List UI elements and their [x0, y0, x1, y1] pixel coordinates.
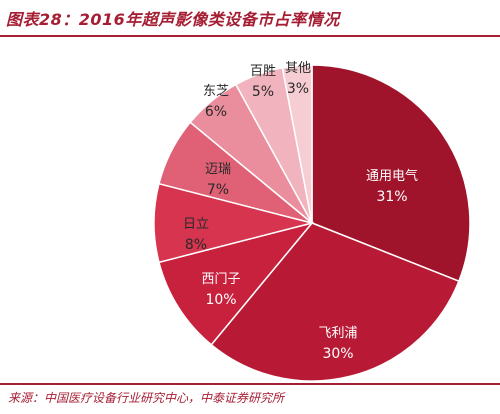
slice-name-label: 百胜	[250, 64, 276, 79]
slice-name-label: 迈瑞	[205, 162, 231, 177]
title-divider	[0, 35, 500, 37]
slice-value-label: 6%	[205, 104, 227, 120]
source-note: 来源：中国医疗设备行业研究中心，中泰证券研究所	[8, 391, 285, 405]
slice-name-label: 西门子	[201, 272, 240, 287]
slice-value-label: 5%	[252, 84, 274, 100]
slice-value-label: 10%	[205, 292, 236, 308]
slice-name-label: 飞利浦	[318, 326, 357, 341]
slice-value-label: 8%	[185, 237, 207, 253]
pie-slice-2	[210, 222, 460, 382]
chart-title: 图表28：2016年超声影像类设备市占率情况	[6, 10, 340, 29]
slice-name-label: 日立	[183, 217, 209, 232]
slice-name-label: 通用电气	[366, 168, 418, 184]
slice-value-label: 31%	[376, 189, 407, 205]
slice-value-label: 30%	[322, 346, 353, 362]
slice-value-label: 7%	[207, 182, 229, 198]
pie-slice-8	[281, 64, 313, 224]
slice-name-label: 东芝	[203, 83, 229, 99]
slice-name-label: 其他	[285, 61, 311, 76]
pie-slice-3	[158, 221, 315, 346]
footer-divider	[0, 383, 500, 385]
pie-slice-1	[311, 64, 471, 283]
slice-value-label: 3%	[287, 81, 309, 97]
